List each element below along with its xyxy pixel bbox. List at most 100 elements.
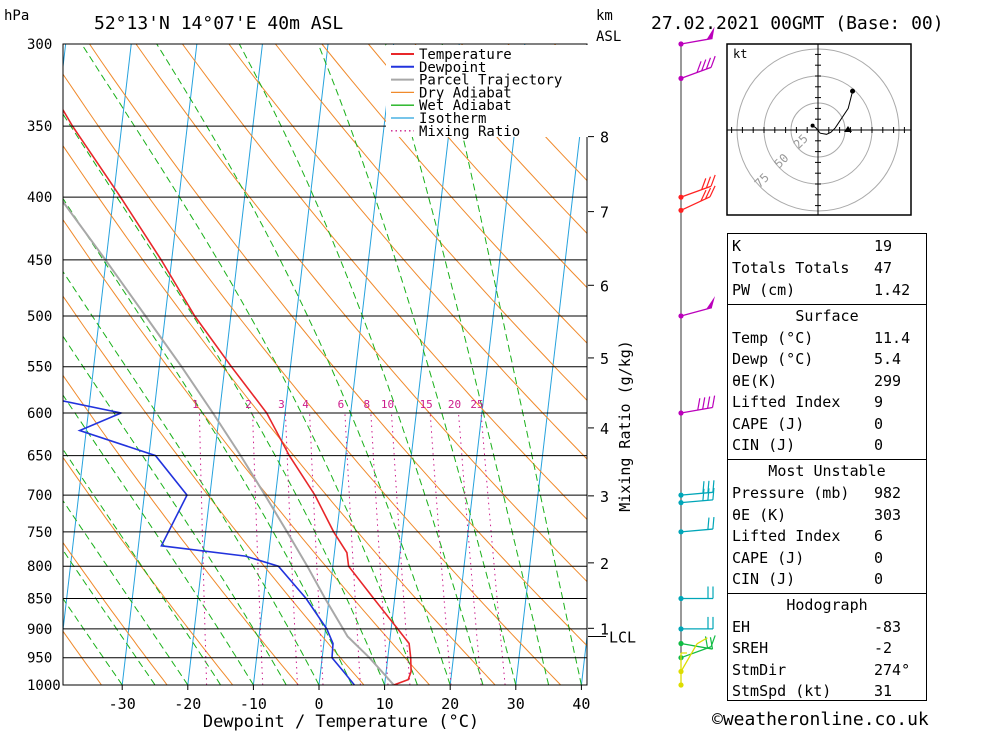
pressure-tick-label: 500	[27, 309, 52, 325]
index-row-pw: PW (cm) 1.42	[732, 281, 922, 303]
location-title: 52°13'N 14°07'E 40m ASL	[94, 13, 343, 34]
wet-adiabat-line	[63, 549, 156, 685]
wet-adiabat-line	[317, 44, 517, 685]
barb-feather	[709, 185, 716, 198]
index-value: 47	[874, 259, 893, 277]
legend-label: Dewpoint	[419, 60, 486, 76]
isotherm-line	[63, 44, 132, 635]
credit-link[interactable]: ©weatheronline.co.uk	[712, 709, 929, 730]
barb-feather	[711, 395, 716, 408]
row-value: -83	[874, 618, 902, 636]
row-label: Pressure (mb)	[732, 484, 850, 502]
wind-barb	[678, 296, 716, 319]
storm-motion-marker	[844, 126, 852, 132]
legend-label: Isotherm	[419, 111, 486, 127]
barb-staff	[680, 406, 713, 414]
km-tick-label: 1	[600, 620, 609, 638]
wind-barb	[678, 395, 716, 416]
index-value: 19	[874, 237, 893, 255]
row-label: StmSpd (kt)	[732, 682, 832, 700]
row-value: 0	[874, 415, 884, 433]
wet-adiabat-line	[63, 499, 189, 685]
mixing-ratio-line	[198, 412, 208, 685]
wind-barb	[678, 616, 714, 632]
row-label: Lifted Index	[732, 393, 841, 411]
barb-feather	[712, 517, 715, 530]
wind-barb	[678, 517, 715, 535]
row-label: θE(K)	[732, 372, 778, 390]
barb-feather	[712, 487, 715, 500]
mixing-ratio-label: 1	[192, 398, 199, 411]
asl-label: ASL	[596, 29, 621, 45]
barb-feather	[697, 398, 701, 411]
dry-adiabat-line	[275, 44, 587, 402]
pressure-tick-label: 700	[27, 488, 52, 504]
mixing-ratio-label: 3	[278, 398, 285, 411]
pressure-tick-label: 400	[27, 190, 52, 206]
km-tick-label: 4	[600, 420, 609, 438]
wet-adiabat-line	[441, 44, 582, 685]
row-value: 299	[874, 372, 902, 390]
mixing-ratio-label: 25	[470, 398, 483, 411]
row-label: θE (K)	[732, 506, 787, 524]
pressure-tick-label: 600	[27, 406, 52, 422]
mixing-ratio-axis-label: Mixing Ratio (g/kg)	[616, 340, 634, 512]
dry-adiabat-line	[63, 73, 562, 685]
x-tick-label: 10	[376, 695, 394, 713]
mixing-ratio-line	[344, 412, 361, 685]
mixing-ratio-label: 10	[381, 398, 394, 411]
row-value: 0	[874, 570, 884, 588]
wind-barb	[678, 55, 716, 81]
mixing-ratio-label: 8	[364, 398, 371, 411]
pressure-tick-label: 650	[27, 449, 52, 465]
datetime-label: 27.02.2021 00GMT (Base: 00)	[651, 13, 944, 34]
surface-row: Temp (°C) 11.4	[732, 329, 922, 351]
barb-feather	[702, 481, 705, 494]
km-tick-label: 6	[600, 277, 609, 295]
legend-label: Wet Adiabat	[419, 98, 512, 114]
isotherm-line	[647, 44, 722, 685]
pressure-tick-label: 750	[27, 525, 52, 541]
barb-feather	[705, 176, 712, 189]
hodograph-start-dot	[810, 123, 815, 128]
hodo-row: StmDir 274°	[732, 661, 922, 683]
hodo-row: SREH -2	[732, 639, 922, 661]
barb-staff	[680, 643, 698, 672]
most-unstable-title: Most Unstable	[768, 462, 886, 480]
barb-feather	[705, 57, 712, 70]
row-value: 11.4	[874, 329, 911, 347]
wind-barb	[678, 652, 687, 688]
pressure-unit-label: hPa	[4, 8, 29, 24]
row-label: CAPE (J)	[732, 415, 805, 433]
surface-row: CIN (J) 0	[732, 436, 922, 458]
mixing-ratio-line	[370, 412, 389, 685]
legend-box	[386, 45, 588, 137]
isotherm-line	[252, 44, 329, 685]
isotherm-line	[318, 44, 395, 685]
surface-row: Lifted Index 9	[732, 393, 922, 415]
wind-barb	[678, 487, 715, 506]
x-tick-label: 20	[441, 695, 459, 713]
index-row-k: K 19	[732, 237, 922, 259]
mixing-ratio-label: 20	[448, 398, 461, 411]
row-value: 303	[874, 506, 902, 524]
wind-barb	[678, 174, 716, 200]
row-label: EH	[732, 618, 751, 636]
row-value: 31	[874, 682, 893, 700]
surface-row: Dewp (°C) 5.4	[732, 350, 922, 372]
legend-label: Mixing Ratio	[419, 124, 520, 140]
pressure-tick-label: 800	[27, 559, 52, 575]
mu-row: Lifted Index 6	[732, 527, 922, 549]
wet-adiabat-line	[63, 197, 353, 685]
barb-staff	[680, 307, 713, 317]
barb-staff	[680, 66, 712, 79]
wind-barb	[678, 26, 715, 47]
isotherm-line	[187, 44, 263, 685]
hodo-row: StmSpd (kt) 31	[732, 682, 922, 704]
x-axis-label: Dewpoint / Temperature (°C)	[203, 712, 479, 732]
barb-feather	[700, 189, 707, 202]
divider	[728, 304, 926, 305]
isotherm-line	[384, 44, 460, 685]
dewpoint-line	[63, 400, 356, 685]
dry-adiabat-line	[63, 541, 168, 685]
